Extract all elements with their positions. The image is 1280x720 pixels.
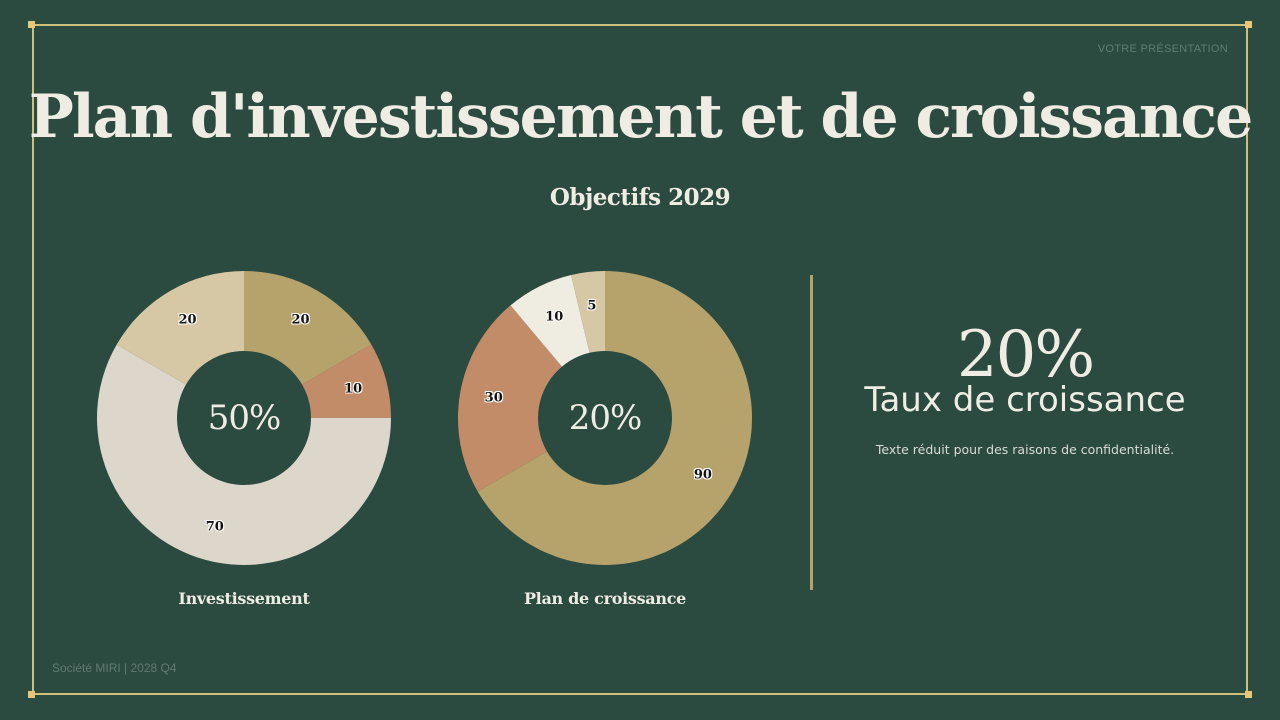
footer-text: Société MIRI | 2028 Q4 bbox=[52, 661, 177, 675]
donut-chart-investissement: 50% 20 10 70 20 bbox=[94, 268, 394, 568]
slide-frame bbox=[32, 24, 1248, 695]
donut-svg bbox=[458, 271, 752, 565]
donut-slice bbox=[571, 271, 605, 353]
frame-corner-ornament bbox=[28, 21, 35, 28]
slide-subtitle: Objectifs 2029 bbox=[549, 184, 731, 211]
kpi-description: Texte réduit pour des raisons de confide… bbox=[875, 442, 1175, 457]
donut-slice bbox=[302, 344, 391, 418]
donut-slice bbox=[477, 271, 752, 565]
slide-title: Plan d'investissement et de croissance bbox=[28, 82, 1254, 152]
vertical-divider bbox=[810, 275, 813, 590]
slice-value-label: 20 bbox=[291, 312, 310, 328]
presentation-label: VOTRE PRÉSENTATION bbox=[1097, 43, 1228, 55]
donut-svg bbox=[96, 271, 391, 565]
slice-value-label: 10 bbox=[545, 309, 564, 325]
frame-corner-ornament bbox=[1245, 21, 1252, 28]
chart-caption-investissement: Investissement bbox=[178, 589, 310, 608]
donut-center-value: 20% bbox=[568, 398, 643, 438]
frame-corner-ornament bbox=[28, 691, 35, 698]
frame-corner-ornament bbox=[1245, 691, 1252, 698]
donut-slice bbox=[96, 344, 391, 565]
chart-caption-plan-de-croissance: Plan de croissance bbox=[523, 589, 687, 608]
kpi-label: Taux de croissance bbox=[864, 380, 1186, 420]
slice-value-label: 10 bbox=[344, 381, 363, 397]
slice-value-label: 90 bbox=[693, 467, 712, 482]
slice-value-label: 5 bbox=[587, 298, 597, 314]
slice-value-label: 30 bbox=[484, 390, 503, 406]
donut-center-value: 50% bbox=[207, 398, 282, 438]
donut-slice bbox=[116, 271, 244, 385]
donut-chart-plan-de-croissance: 20% 90 30 10 5 bbox=[455, 268, 755, 568]
donut-slice bbox=[458, 305, 562, 492]
slice-value-label: 20 bbox=[178, 312, 197, 328]
donut-slice bbox=[510, 274, 590, 367]
donut-slice bbox=[244, 271, 372, 385]
kpi-value: 20% bbox=[956, 318, 1095, 392]
slice-value-label: 70 bbox=[205, 519, 224, 535]
